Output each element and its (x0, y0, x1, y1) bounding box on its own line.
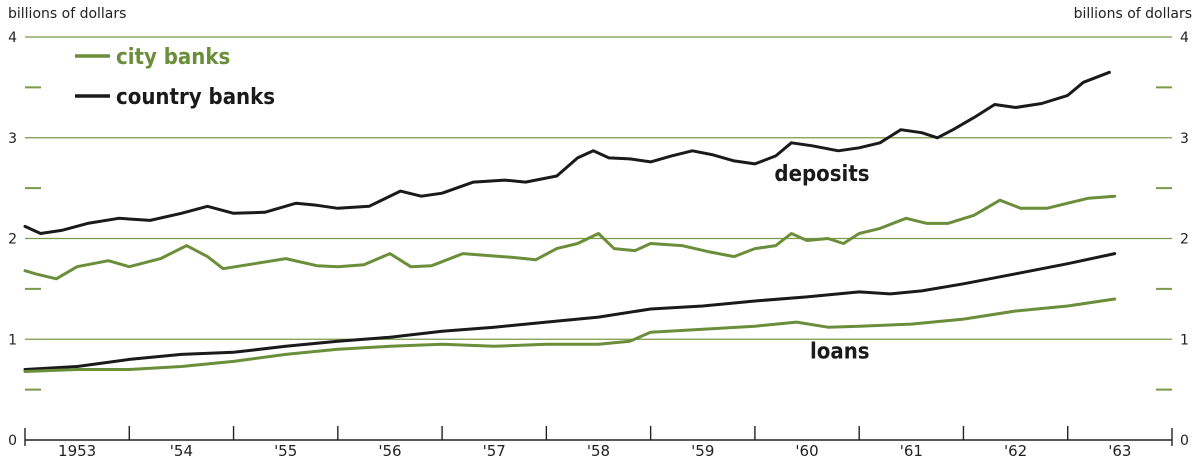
x-tick-label: '62 (1004, 442, 1027, 460)
x-tick-label: '55 (274, 442, 297, 460)
x-tick-label: '56 (378, 442, 401, 460)
x-tick-label: 1953 (58, 442, 96, 460)
x-tick-label: '60 (795, 442, 818, 460)
x-tick-label: '63 (1108, 442, 1131, 460)
legend: city banks country banks (75, 45, 275, 110)
series-loans-country-banks (23, 252, 1117, 371)
y-tick-right-0: 0 (1180, 433, 1189, 449)
series-loans-city-banks (23, 297, 1117, 373)
legend-label-city-banks: city banks (116, 45, 230, 70)
y-tick-right-3: 3 (1180, 131, 1189, 147)
annotation-deposits: deposits (774, 162, 869, 187)
y-axis-label-right: billions of dollars (1073, 6, 1192, 22)
y-tick-left-3: 3 (8, 131, 17, 147)
x-axis: 1953 '54 '55 '56 '57 '58 '59 '60 '61 '62 '63 (24, 426, 1173, 460)
legend-label-country-banks: country banks (116, 85, 275, 110)
y-tick-right-1: 1 (1180, 332, 1189, 348)
y-tick-right-2: 2 (1180, 232, 1189, 248)
y-tick-labels: 0 0 1 1 2 2 3 3 4 4 (8, 30, 1189, 449)
annotations: deposits loans (774, 162, 869, 364)
minor-tick-marks (25, 86, 1172, 391)
y-tick-left-0: 0 (8, 433, 17, 449)
y-axis-label-left: billions of dollars (8, 6, 127, 22)
annotation-loans: loans (810, 339, 870, 364)
y-tick-left-4: 4 (8, 30, 17, 46)
series-deposits-city-banks (23, 194, 1117, 281)
x-tick-label: '59 (691, 442, 714, 460)
x-tick-label: '54 (170, 442, 193, 460)
gridlines (25, 36, 1172, 340)
y-tick-right-4: 4 (1180, 30, 1189, 46)
series-deposits-country-banks (23, 70, 1111, 235)
x-tick-label: '57 (483, 442, 506, 460)
y-tick-left-1: 1 (8, 332, 17, 348)
x-tick-label: '61 (900, 442, 923, 460)
x-tick-label: '58 (587, 442, 610, 460)
series-lines (23, 70, 1117, 373)
y-tick-left-2: 2 (8, 232, 17, 248)
